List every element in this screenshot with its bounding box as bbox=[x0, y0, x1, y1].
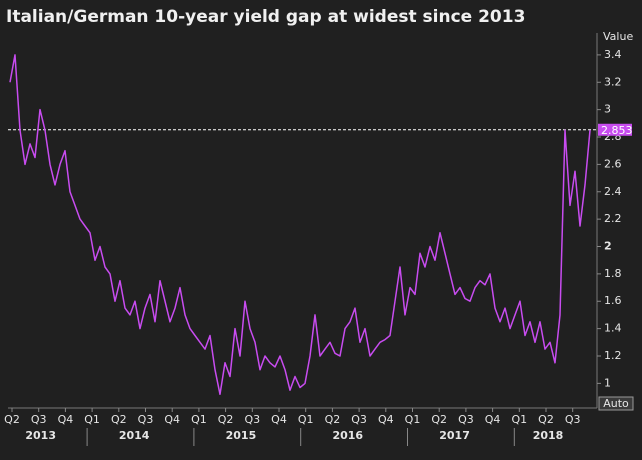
y-tick-label: 1 bbox=[604, 376, 611, 389]
y-tick-label: 1.2 bbox=[604, 349, 622, 362]
x-tick-label: Q4 bbox=[378, 413, 394, 426]
year-label: 2017 bbox=[439, 429, 470, 442]
x-tick-label: Q4 bbox=[271, 413, 287, 426]
y-axis-label: Value bbox=[603, 30, 633, 43]
data-line bbox=[9, 54, 591, 396]
year-label: 2014 bbox=[119, 429, 150, 442]
year-label: 2013 bbox=[25, 429, 56, 442]
x-tick-label: Q2 bbox=[111, 413, 127, 426]
x-tick-label: Q3 bbox=[458, 413, 474, 426]
x-tick-label: Q1 bbox=[298, 413, 314, 426]
x-tick-label: Q1 bbox=[191, 413, 207, 426]
y-tick-label: 1.6 bbox=[604, 294, 622, 307]
x-tick-label: Q3 bbox=[565, 413, 581, 426]
y-tick-label: 1.8 bbox=[604, 267, 622, 280]
x-tick-label: Q4 bbox=[164, 413, 180, 426]
year-label: 2018 bbox=[533, 429, 564, 442]
x-tick-label: Q3 bbox=[138, 413, 154, 426]
x-tick-label: Q1 bbox=[511, 413, 527, 426]
year-label: 2016 bbox=[332, 429, 363, 442]
x-tick-label: Q3 bbox=[31, 413, 47, 426]
x-tick-label: Q2 bbox=[431, 413, 447, 426]
y-tick-label: 1.4 bbox=[604, 322, 622, 335]
y-tick-label: 3.2 bbox=[604, 75, 622, 88]
y-tick-label: 3.4 bbox=[604, 48, 622, 61]
x-tick-label: Q1 bbox=[405, 413, 421, 426]
x-tick-label: Q2 bbox=[4, 413, 20, 426]
x-tick-label: Q2 bbox=[538, 413, 554, 426]
y-tick-label: 2.6 bbox=[604, 157, 622, 170]
x-tick-label: Q3 bbox=[244, 413, 260, 426]
x-tick-label: Q2 bbox=[325, 413, 341, 426]
last-value-label: 2.853 bbox=[601, 124, 633, 137]
x-tick-label: Q4 bbox=[485, 413, 501, 426]
chart-title: Italian/German 10-year yield gap at wide… bbox=[6, 7, 525, 27]
y-tick-label: 3 bbox=[604, 103, 611, 116]
y-tick-label: 2 bbox=[604, 240, 612, 253]
x-tick-label: Q3 bbox=[351, 413, 367, 426]
auto-button-box bbox=[598, 396, 634, 411]
year-label: 2015 bbox=[226, 429, 257, 442]
last-value-box bbox=[598, 123, 632, 136]
x-tick-label: Q2 bbox=[218, 413, 234, 426]
x-tick-label: Q1 bbox=[84, 413, 100, 426]
y-tick-label: 2.2 bbox=[604, 212, 622, 225]
y-tick-label: 2.4 bbox=[604, 185, 622, 198]
auto-button-label: Auto bbox=[603, 397, 629, 410]
x-tick-label: Q4 bbox=[58, 413, 74, 426]
auto-button[interactable]: Auto bbox=[598, 396, 634, 411]
